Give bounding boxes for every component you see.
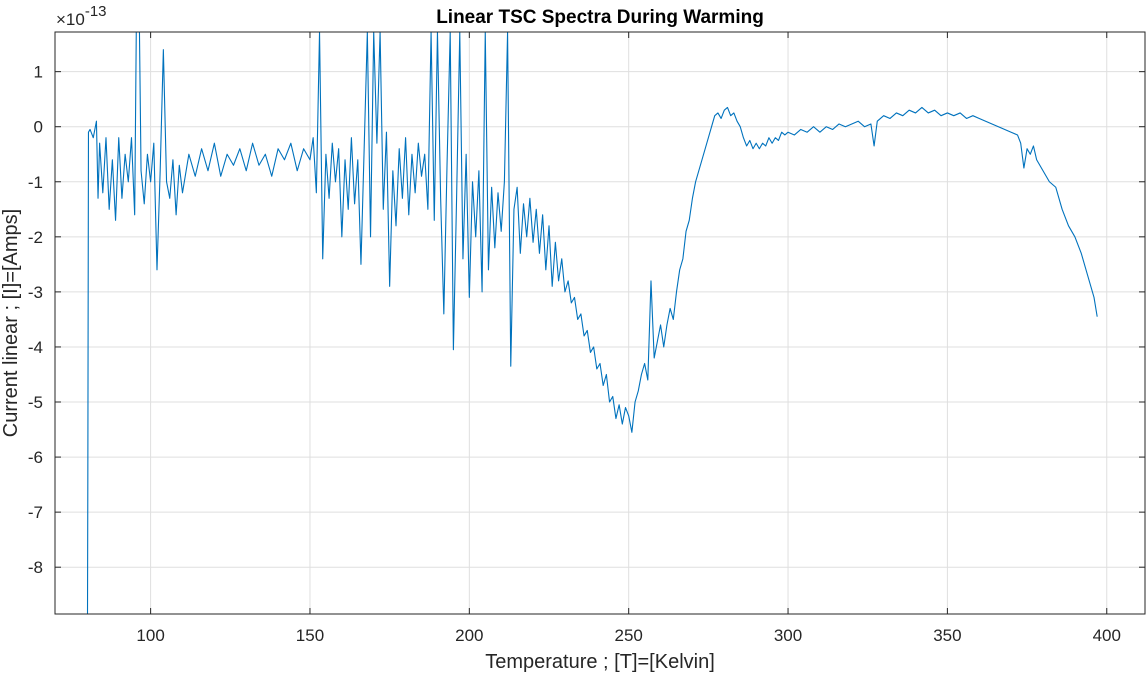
y-tick-label: -4 — [28, 338, 43, 357]
y-tick-label: -8 — [28, 558, 43, 577]
y-tick-label: -7 — [28, 503, 43, 522]
x-tick-label: 250 — [614, 626, 642, 645]
y-tick-label: -2 — [28, 228, 43, 247]
x-tick-label: 300 — [774, 626, 802, 645]
y-tick-label: -6 — [28, 448, 43, 467]
y-axis-label: Current linear ; [I]=[Amps] — [0, 209, 22, 437]
y-tick-label: 0 — [34, 118, 43, 137]
y-axis-multiplier-exponent: -13 — [85, 3, 107, 20]
y-tick-label: -1 — [28, 173, 43, 192]
y-axis-multiplier-base: ×10 — [56, 10, 85, 29]
y-tick-label: -5 — [28, 393, 43, 412]
plot-area — [55, 32, 1145, 614]
grid-lines — [55, 32, 1145, 614]
x-axis-label: Temperature ; [T]=[Kelvin] — [485, 651, 715, 673]
series-line-0 — [86, 32, 1098, 614]
plot-frame — [54, 31, 1146, 615]
y-tick-label: -3 — [28, 283, 43, 302]
y-tick-label: 1 — [34, 63, 43, 82]
x-tick-label: 200 — [455, 626, 483, 645]
y-axis-multiplier: ×10-13 — [56, 3, 107, 29]
x-tick-label: 350 — [933, 626, 961, 645]
x-tick-label: 100 — [136, 626, 164, 645]
data-layer — [86, 32, 1098, 614]
chart-title: Linear TSC Spectra During Warming — [436, 7, 764, 28]
x-tick-label: 400 — [1093, 626, 1121, 645]
tick-layer: 100 150 200 250 300 350 400 -8 -7 -6 -5 -4 -3 -2 -1 0 1 — [28, 32, 1145, 645]
x-tick-label: 150 — [296, 626, 324, 645]
